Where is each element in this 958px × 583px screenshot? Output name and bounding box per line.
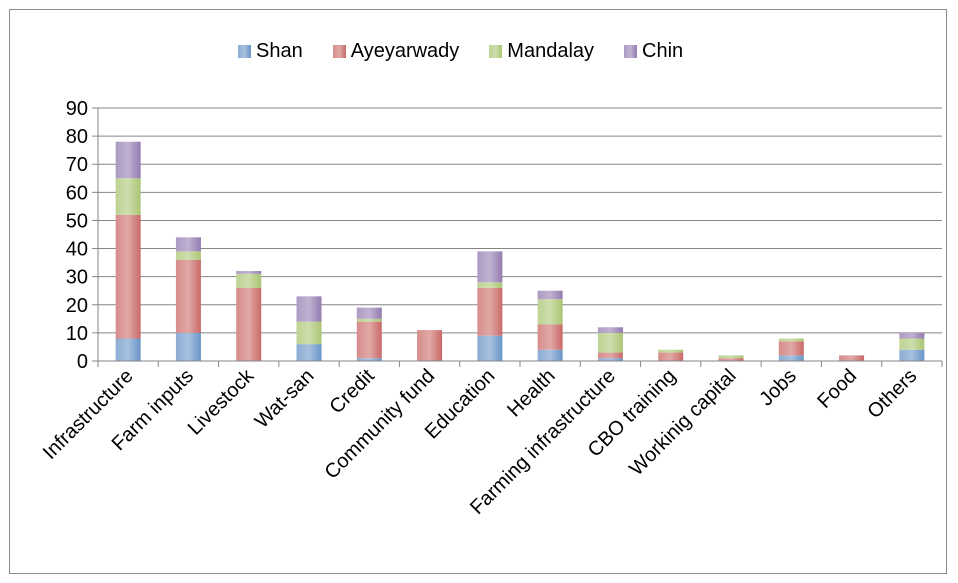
legend-label: Shan (256, 40, 303, 62)
bar-mandalay-infrastructure (115, 178, 141, 215)
bar-shan-jobs (778, 355, 804, 361)
bar-chin-infrastructure (115, 141, 141, 179)
x-tick-label: Others (863, 365, 921, 423)
bar-chin-health (537, 290, 563, 300)
bar-ayeyarwady-community-fund (417, 330, 443, 361)
bar-shan-wat-san (296, 344, 322, 361)
y-tick-label: 90 (66, 98, 88, 120)
legend-item: Mandalay (489, 40, 594, 63)
legend-swatch (489, 45, 503, 58)
y-tick-label: 70 (66, 154, 88, 176)
bar-chin-farm-inputs (175, 237, 201, 252)
bar-mandalay-farm-inputs (175, 251, 201, 260)
bar-mandalay-credit (356, 318, 382, 322)
x-tick-label: Livestock (184, 364, 259, 439)
bar-chin-farming-infrastructure (597, 327, 623, 333)
x-tick-label: Credit (326, 365, 380, 419)
y-tick-label: 40 (66, 239, 88, 261)
y-tick-label: 30 (66, 267, 88, 289)
legend: Shan Ayeyarwady Mandalay Chin (238, 40, 713, 63)
bar-shan-farming-infrastructure (597, 358, 623, 361)
legend-item: Chin (624, 40, 683, 63)
bar-mandalay-education (477, 282, 503, 288)
legend-swatch (624, 45, 638, 58)
bar-ayeyarwady-infrastructure (115, 214, 141, 339)
bar-mandalay-cbo-training (658, 349, 684, 353)
bar-ayeyarwady-health (537, 324, 563, 350)
bar-shan-education (477, 335, 503, 361)
bar-shan-infrastructure (115, 338, 141, 361)
bar-chin-livestock (236, 271, 262, 274)
legend-label: Ayeyarwady (350, 40, 460, 62)
bar-ayeyarwady-education (477, 287, 503, 336)
bar-shan-credit (356, 358, 382, 361)
x-tick-label: Community fund (321, 365, 440, 484)
legend-item: Shan (238, 40, 303, 63)
bar-mandalay-others (899, 338, 925, 350)
bar-chin-education (477, 251, 503, 283)
y-tick-label: 10 (66, 323, 88, 345)
bar-ayeyarwady-farm-inputs (175, 259, 201, 333)
x-tick-label: Jobs (755, 365, 800, 410)
y-tick-label: 80 (66, 126, 88, 148)
y-tick-label: 50 (66, 210, 88, 232)
bar-ayeyarwady-cbo-training (658, 352, 684, 361)
bar-shan-farm-inputs (175, 332, 201, 361)
bar-ayeyarwady-food (839, 355, 865, 361)
bar-mandalay-wat-san (296, 321, 322, 345)
bar-ayeyarwady-workinig-capital (718, 358, 744, 361)
legend-swatch (332, 45, 346, 58)
bar-ayeyarwady-farming-infrastructure (597, 352, 623, 359)
bar-mandalay-workinig-capital (718, 355, 744, 359)
y-tick-label: 0 (77, 351, 88, 373)
bar-chin-credit (356, 307, 382, 319)
x-tick-label: Wat-san (251, 365, 319, 433)
legend-swatch (238, 45, 251, 58)
x-tick-label: Food (813, 365, 861, 413)
bar-chin-others (899, 332, 925, 339)
bar-shan-health (537, 349, 563, 361)
bar-shan-others (899, 349, 925, 361)
x-tick-label: Workinig capital (625, 365, 740, 480)
bar-ayeyarwady-credit (356, 321, 382, 359)
bar-mandalay-jobs (778, 338, 804, 342)
bar-mandalay-farming-infrastructure (597, 332, 623, 353)
x-tick-label: Health (503, 365, 559, 421)
bar-mandalay-livestock (236, 273, 262, 288)
bar-mandalay-health (537, 299, 563, 325)
y-tick-label: 60 (66, 182, 88, 204)
legend-label: Chin (642, 40, 684, 62)
y-tick-label: 20 (66, 295, 88, 317)
legend-label: Mandalay (507, 40, 595, 62)
legend-item: Ayeyarwady (332, 40, 460, 63)
bar-ayeyarwady-jobs (778, 341, 804, 356)
bar-chin-wat-san (296, 296, 322, 322)
bar-ayeyarwady-livestock (236, 287, 262, 361)
